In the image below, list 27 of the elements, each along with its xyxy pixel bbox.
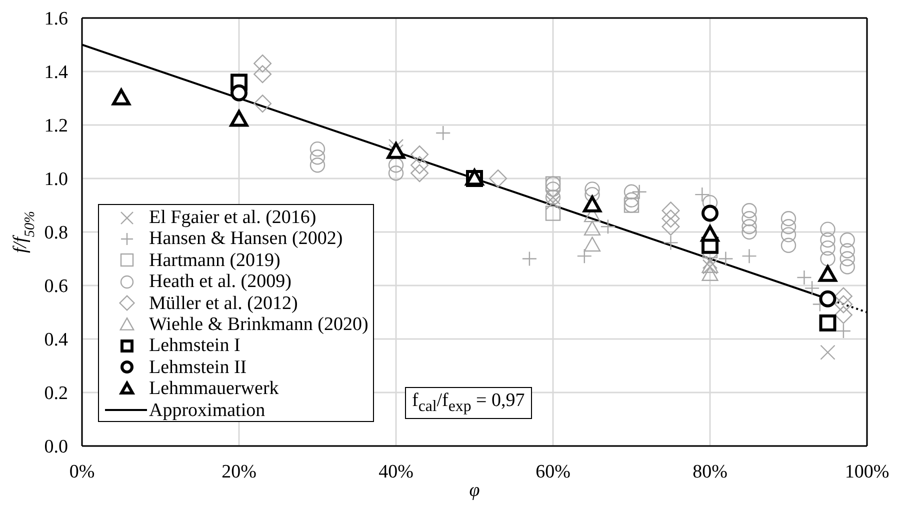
y-tick-label: 1.6 <box>44 8 68 30</box>
x-tick-label: 40% <box>378 461 414 482</box>
legend-label: Lehmstein I <box>149 335 240 357</box>
y-tick-label: 0.4 <box>44 330 68 351</box>
x-axis-title: φ <box>469 480 480 501</box>
y-tick-label: 0.8 <box>44 222 68 244</box>
legend-label: Hansen & Hansen (2002) <box>149 228 343 250</box>
y-tick-label: 1.0 <box>44 169 68 190</box>
y-tick-label: 0.0 <box>44 436 68 458</box>
legend-label: Approximation <box>149 400 266 421</box>
y-tick-label: 0.6 <box>44 276 68 298</box>
legend-label: Heath et al. (2009) <box>149 271 292 293</box>
legend-label: El Fgaier et al. (2016) <box>149 206 316 228</box>
x-tick-label: 0% <box>69 461 95 482</box>
annotation: f$_{cal}$/f$_{exp}$ = 0,97 <box>405 387 532 419</box>
x-tick-label: 60% <box>536 461 571 482</box>
y-tick-label: 0.2 <box>44 383 68 404</box>
legend-label: Lehmmauerwerk <box>149 378 279 400</box>
legend-label: Lehmstein II <box>149 356 247 378</box>
legend-label: Wiehle & Brinkmann (2020) <box>149 314 368 336</box>
legend-label: Müller et al. (2012) <box>149 292 298 314</box>
x-tick-label: 20% <box>222 461 257 482</box>
y-tick-label: 1.2 <box>44 116 68 137</box>
x-tick-label: 100% <box>844 461 890 482</box>
y-tick-label: 1.4 <box>44 62 68 84</box>
x-tick-label: 80% <box>692 461 728 482</box>
legend-label: Hartmann (2019) <box>149 250 280 272</box>
